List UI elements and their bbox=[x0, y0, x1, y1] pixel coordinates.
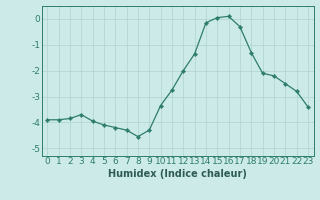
X-axis label: Humidex (Indice chaleur): Humidex (Indice chaleur) bbox=[108, 169, 247, 179]
